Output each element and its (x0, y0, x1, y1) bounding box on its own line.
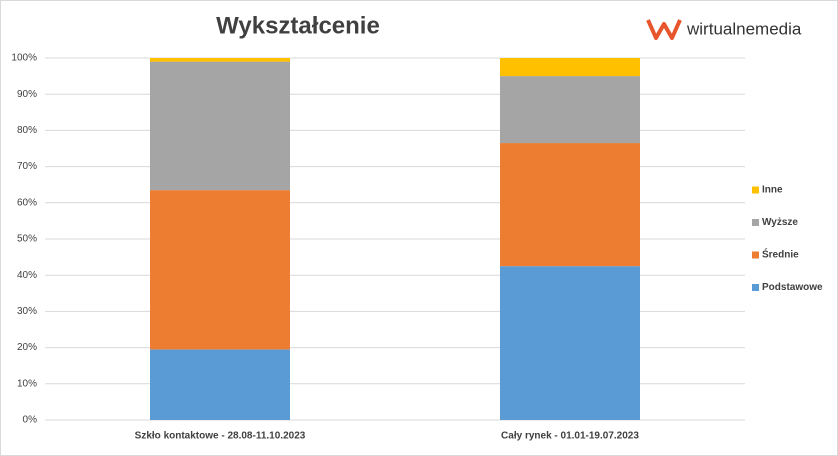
y-tick-label: 90% (17, 89, 37, 100)
bar-segment (150, 190, 290, 350)
bar-segment (150, 61, 290, 191)
bar-segment (500, 76, 640, 144)
logo: wirtualnemedia (646, 19, 802, 40)
x-tick-label: Szkło kontaktowe - 28.08-11.10.2023 (135, 431, 306, 442)
logo-icon (646, 19, 682, 40)
y-tick-label: 70% (17, 161, 37, 172)
legend-label: Wyższe (762, 217, 798, 228)
y-tick-label: 60% (17, 197, 37, 208)
legend-swatch (752, 251, 759, 259)
y-tick-label: 0% (23, 415, 38, 426)
logo-text: wirtualnemedia (686, 19, 802, 38)
y-tick-label: 40% (17, 270, 37, 281)
y-tick-label: 20% (17, 342, 37, 353)
legend-label: Średnie (762, 248, 799, 261)
bar-segment (500, 266, 640, 420)
y-tick-label: 50% (17, 234, 37, 245)
bar-segment (150, 58, 290, 62)
chart-title: Wykształcenie (216, 12, 380, 39)
y-tick-label: 80% (17, 125, 37, 136)
legend-label: Inne (762, 185, 783, 196)
bar-segment (500, 143, 640, 267)
x-tick-label: Cały rynek - 01.01-19.07.2023 (501, 431, 639, 442)
bar-segment (150, 349, 290, 420)
bar-segment (500, 58, 640, 77)
legend-label: Podstawowe (762, 282, 823, 293)
legend-swatch (752, 186, 759, 194)
y-tick-label: 100% (11, 53, 37, 64)
legend-swatch (752, 219, 759, 226)
y-tick-label: 30% (17, 306, 37, 317)
y-tick-label: 10% (17, 378, 37, 389)
legend-swatch (752, 284, 759, 291)
